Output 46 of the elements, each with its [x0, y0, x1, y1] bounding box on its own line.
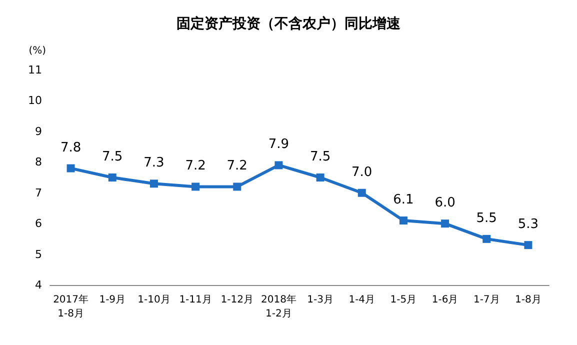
text: 6.1 [393, 192, 414, 208]
text: 7.8 [60, 140, 82, 156]
point [274, 161, 283, 170]
point [66, 164, 75, 172]
point [316, 174, 324, 182]
y-tick-label: 5 [35, 248, 42, 261]
point [192, 182, 200, 191]
x-tick-label: 1-5月 [390, 294, 417, 306]
x-tick-label: 1-4月 [348, 294, 376, 306]
point [482, 234, 491, 243]
x-tick-label: 1-6月 [432, 294, 458, 306]
y-tick-label: 7 [35, 186, 42, 200]
x-tick-label: 2018年 1-2月 [260, 294, 296, 320]
text: 5.5 [476, 210, 497, 226]
chart-title: 固定资产投资（不含农户）同比增速 [176, 15, 402, 32]
text: 7.9 [268, 137, 290, 152]
text: 7.2 [226, 158, 248, 174]
x-tick-label: 1-3月 [307, 294, 334, 306]
y-axis-title: (%) [28, 46, 46, 56]
point [233, 182, 242, 191]
x-tick-label: 1-9月 [99, 294, 126, 306]
text: 7.2 [185, 158, 206, 174]
text: 5.3 [518, 217, 539, 232]
x-tick-label: 1-10月 [138, 294, 170, 306]
text: 7.3 [144, 156, 164, 171]
text: 6.0 [434, 196, 456, 211]
point [150, 180, 158, 188]
x-tick-label: 1-8月 [515, 294, 542, 306]
text: 7.5 [310, 150, 331, 164]
y-tick-label: 4 [35, 278, 42, 292]
point [399, 216, 408, 224]
point [524, 241, 532, 250]
text: 7.5 [102, 150, 123, 164]
y-tick-label: 9 [35, 124, 42, 138]
point [108, 174, 116, 182]
y-tick-label: 11 [28, 64, 42, 76]
text: 7.0 [352, 164, 372, 180]
x-tick-label: 1-7月 [473, 294, 500, 306]
x-tick-label: 1-11月 [179, 294, 212, 306]
y-tick-label: 6 [35, 217, 42, 230]
point [441, 220, 450, 228]
y-tick-label: 8 [35, 156, 42, 169]
x-tick-label: 2017年 1-8月 [53, 294, 89, 320]
point [358, 188, 366, 197]
x-tick-label: 1-12月 [220, 294, 254, 306]
y-tick-label: 10 [28, 94, 42, 108]
